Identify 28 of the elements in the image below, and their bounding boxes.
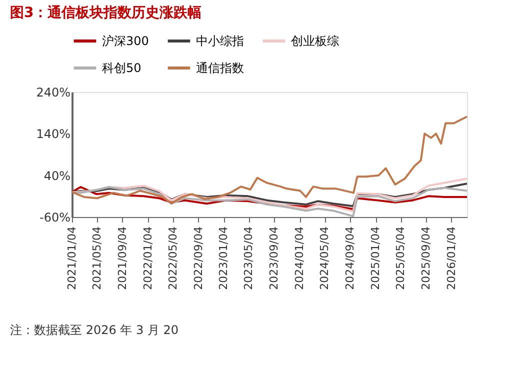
x-tick-label: 2023/09/04	[268, 226, 281, 290]
y-tick-label: 40%	[44, 168, 70, 183]
x-tick-label: 2024/05/04	[318, 226, 332, 290]
x-tick-label: 2025/09/04	[420, 226, 433, 290]
y-tick-label: 140%	[36, 127, 70, 142]
x-tick-label: 2021/01/04	[66, 226, 78, 290]
legend-label: 创业板综	[291, 34, 339, 48]
x-tick-label: 2024/01/04	[293, 226, 306, 290]
x-tick-label: 2025/01/04	[369, 226, 382, 290]
x-tick-label: 2023/05/04	[242, 226, 256, 290]
x-tick-label: 2023/01/04	[217, 226, 230, 290]
x-tick-label: 2021/09/04	[116, 226, 129, 290]
x-tick-label: 2025/05/04	[394, 226, 408, 290]
line-series	[71, 116, 468, 204]
x-tick-label: 2022/01/04	[141, 226, 154, 290]
y-tick-label: 240%	[36, 86, 70, 100]
x-tick-label: 2022/05/04	[166, 226, 180, 290]
y-tick-label: -60%	[39, 210, 70, 224]
legend-label: 通信指数	[196, 61, 244, 75]
x-tick-label: 2026/01/04	[444, 226, 458, 290]
chart-title: 图3：通信板块指数历史涨跌幅	[10, 4, 202, 21]
legend-label: 中小综指	[196, 34, 244, 48]
legend-label: 科创50	[102, 61, 142, 75]
x-tick-label: 2022/09/04	[192, 226, 205, 290]
text: 注：数据截至 2026 年 3 月 20	[10, 323, 179, 337]
legend-label: 沪深300	[102, 34, 149, 48]
x-tick-label: 2021/05/04	[90, 226, 104, 290]
x-tick-label: 2024/09/04	[344, 226, 357, 290]
